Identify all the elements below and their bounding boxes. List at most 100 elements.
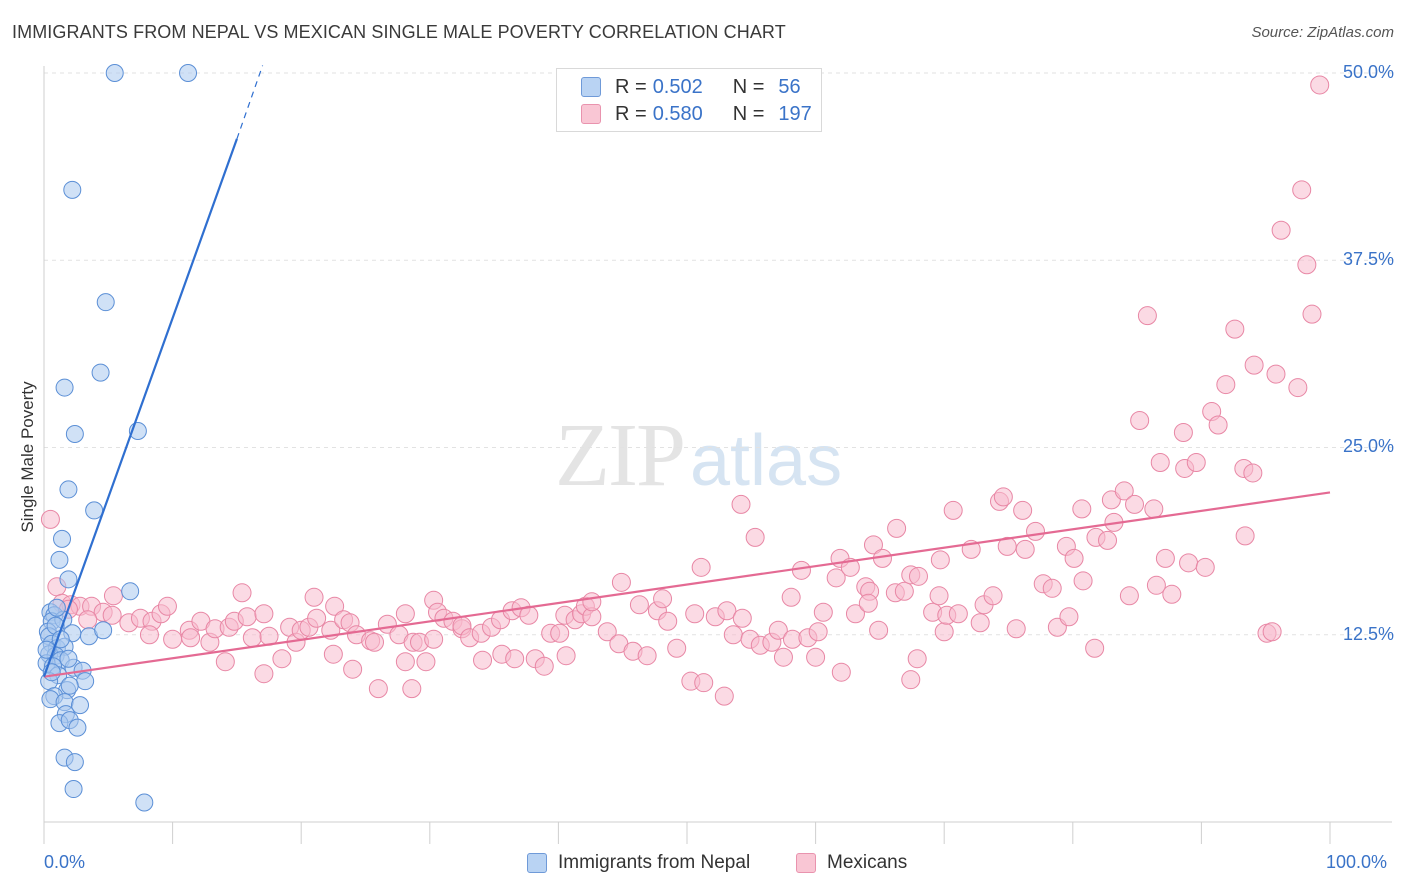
- mexicans-point: [653, 589, 673, 609]
- mexicans-point: [307, 608, 327, 628]
- mexicans-point: [1073, 571, 1093, 591]
- mexicans-point: [1146, 575, 1166, 595]
- mexicans-point: [717, 601, 737, 621]
- legend-r-label: R =: [615, 102, 647, 125]
- mexicans-point: [325, 596, 345, 616]
- legend-item-nepal[interactable]: Immigrants from Nepal: [527, 852, 750, 874]
- mexicans-point: [272, 649, 292, 669]
- legend-n-value: 197: [778, 102, 812, 125]
- legend-r-value: 0.502: [652, 75, 703, 98]
- mexicans-point: [1150, 452, 1170, 472]
- mexicans-point: [103, 586, 123, 606]
- mexicans-point: [395, 604, 415, 624]
- y-tick-label: 25.0%: [1342, 436, 1394, 457]
- mexicans-point: [694, 673, 714, 693]
- mexicans-point: [781, 587, 801, 607]
- mexicans-point: [1195, 557, 1215, 577]
- mexicans-point: [1243, 463, 1263, 483]
- mexicans-point: [1064, 548, 1084, 568]
- mexicans-point: [1310, 75, 1330, 95]
- mexicans-point: [948, 604, 968, 624]
- y-tick-label: 50.0%: [1342, 61, 1394, 82]
- nepal-point: [37, 640, 56, 659]
- mexicans-point: [863, 535, 883, 555]
- mexicans-point: [181, 628, 201, 648]
- trend-lines: [42, 65, 1331, 678]
- mexicans-point: [424, 629, 444, 649]
- mexicans-point: [40, 509, 60, 529]
- mexicans-point: [1292, 180, 1312, 200]
- mexicans-point: [970, 613, 990, 633]
- mexicans-point: [215, 652, 235, 672]
- mexicans-point: [934, 622, 954, 642]
- mexicans-point: [1262, 622, 1282, 642]
- mexicans-point: [806, 647, 826, 667]
- nepal-point: [60, 676, 79, 695]
- mexicans-point: [943, 500, 963, 520]
- mexicans-point: [691, 557, 711, 577]
- x-tick-label-min: 0.0%: [44, 852, 86, 872]
- mexicans-point: [139, 625, 159, 645]
- mexicans-point: [845, 604, 865, 624]
- mexicans-point: [869, 620, 889, 640]
- nepal-point: [59, 570, 78, 589]
- mexicans-point: [858, 593, 878, 613]
- mexicans-point: [714, 686, 734, 706]
- mexicans-point: [473, 650, 493, 670]
- mexicans-point: [1059, 607, 1079, 627]
- nepal-trend-line: [42, 138, 238, 678]
- mexicans-point: [1216, 375, 1236, 395]
- nepal-point: [96, 293, 115, 312]
- mexicans-points: [40, 75, 1330, 706]
- mexicans-point: [1225, 319, 1245, 339]
- mexicans-point: [773, 647, 793, 667]
- nepal-point: [59, 480, 78, 499]
- mexicans-point: [505, 649, 525, 669]
- mexicans-point: [1297, 255, 1317, 275]
- mexicans-point: [791, 560, 811, 580]
- correlation-legend: R = 0.502 N = 56 R = 0.580 N = 197: [556, 68, 822, 132]
- mexicans-point: [1266, 364, 1286, 384]
- mexicans-point: [887, 518, 907, 538]
- legend-label-nepal: Immigrants from Nepal: [558, 852, 751, 873]
- mexicans-point: [582, 592, 602, 612]
- mexicans-point: [343, 659, 363, 679]
- axes: [43, 66, 1392, 844]
- mexicans-point: [894, 581, 914, 601]
- mexicans-point: [1015, 539, 1035, 559]
- mexicans-point: [534, 656, 554, 676]
- nepal-point: [64, 780, 83, 799]
- legend-r-value: 0.580: [652, 102, 703, 125]
- mexicans-point: [1026, 521, 1046, 541]
- mexicans-point: [658, 611, 678, 631]
- x-tick-label-max: 100.0%: [1326, 852, 1388, 872]
- y-tick-label: 37.5%: [1342, 249, 1394, 270]
- mexicans-point: [1162, 584, 1182, 604]
- mexicans-point: [930, 550, 950, 570]
- mexicans-point: [1208, 415, 1228, 435]
- nepal-point: [76, 672, 95, 691]
- mexicans-point: [395, 652, 415, 672]
- nepal-point: [94, 621, 113, 640]
- mexicans-point: [1042, 578, 1062, 598]
- mexicans-point: [1173, 423, 1193, 443]
- mexicans-point: [685, 604, 705, 624]
- mexicans-point: [1130, 411, 1150, 431]
- mexicans-point: [1155, 548, 1175, 568]
- legend-row-nepal: R = 0.502 N = 56: [581, 75, 801, 99]
- mexicans-point: [667, 638, 687, 658]
- nepal-point: [59, 649, 78, 668]
- mexicans-point: [901, 670, 921, 690]
- legend-item-mexicans[interactable]: Mexicans: [796, 852, 907, 874]
- mexicans-point: [237, 607, 257, 627]
- mexicans-point: [1179, 553, 1199, 573]
- mexicans-point: [416, 652, 436, 672]
- mexicans-point: [611, 572, 631, 592]
- nepal-point: [71, 696, 90, 715]
- source-credit: Source: ZipAtlas.com: [1251, 24, 1394, 41]
- mexicans-point: [102, 605, 122, 625]
- y-tick-label: 12.5%: [1342, 623, 1394, 644]
- mexicans-point: [323, 644, 343, 664]
- mexicans-point: [731, 494, 751, 514]
- mexicans-point: [368, 679, 388, 699]
